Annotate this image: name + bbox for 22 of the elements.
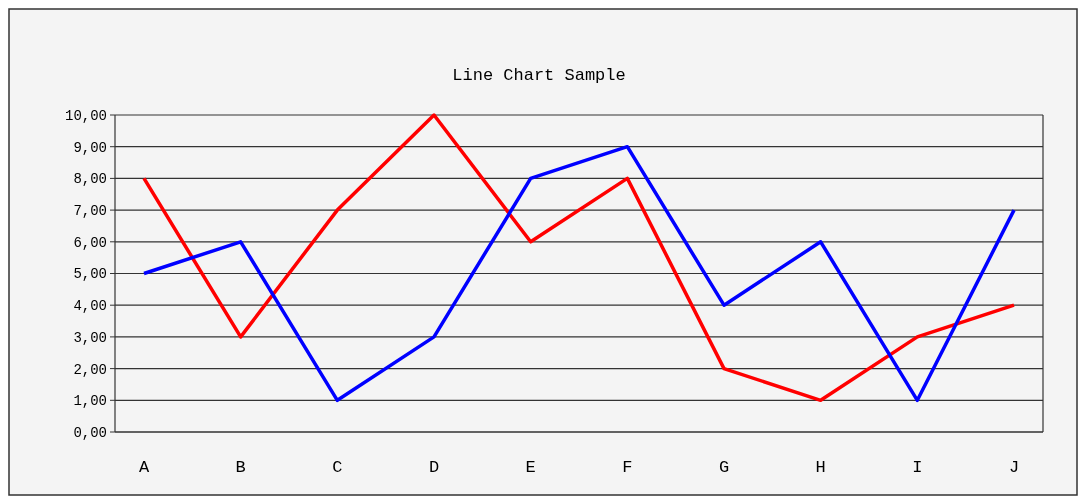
y-tick-label: 7,00 [73, 203, 107, 219]
y-tick-label: 8,00 [73, 171, 107, 188]
y-tick-label: 2,00 [73, 361, 107, 378]
y-tick-label: 3,00 [73, 329, 107, 346]
x-tick-label: A [138, 458, 150, 477]
x-tick-label: F [622, 458, 633, 477]
y-tick-label: 0,00 [73, 424, 107, 441]
y-tick-label: 10,00 [64, 107, 107, 124]
y-tick-label: 1,00 [73, 393, 107, 410]
chart-title: Line Chart Sample [452, 66, 626, 85]
x-tick-label: H [815, 458, 826, 477]
y-tick-label: 9,00 [73, 139, 107, 156]
x-tick-label: B [235, 458, 246, 477]
x-tick-label: E [525, 458, 536, 477]
x-tick-label: D [428, 458, 440, 477]
x-tick-label: I [912, 458, 923, 477]
x-tick-label: G [718, 458, 730, 477]
x-tick-label: J [1008, 458, 1020, 477]
y-tick-label: 5,00 [73, 266, 107, 283]
y-tick-label: 6,00 [73, 234, 107, 251]
y-tick-label: 4,00 [73, 298, 107, 315]
x-tick-label: C [332, 458, 343, 477]
